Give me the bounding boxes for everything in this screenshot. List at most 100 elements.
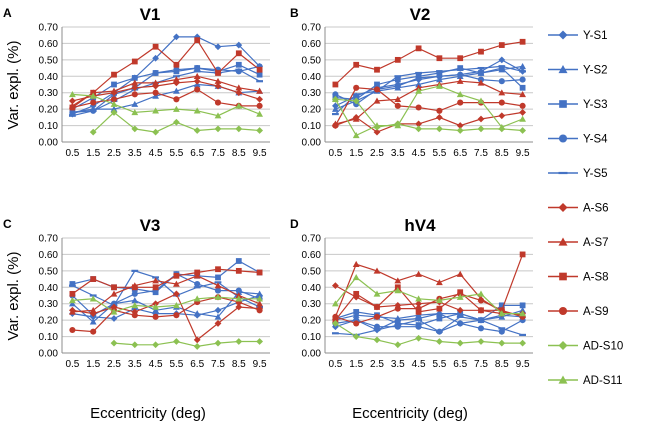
x-tick-label: 2.5 (107, 359, 121, 370)
panel-title: hV4 (404, 216, 436, 235)
series-line-a-s6 (72, 293, 260, 341)
data-point-y-s2 (69, 300, 76, 307)
data-point-y-s4 (69, 109, 76, 116)
data-point-y-s2 (332, 105, 339, 112)
data-point-y-s4 (394, 83, 401, 90)
data-point-ad-s10 (415, 334, 422, 342)
series-line-ad-s11 (334, 276, 523, 315)
data-point-a-s8 (256, 269, 263, 276)
legend-item: A-S6 (548, 203, 609, 215)
series-line-y-s4 (72, 65, 260, 113)
data-point-y-s3 (235, 258, 242, 264)
data-point-a-s8 (519, 38, 526, 45)
x-tick-label: 9.5 (516, 148, 530, 159)
data-point-ad-s11 (477, 290, 485, 297)
series-line-a-s8 (334, 41, 523, 85)
data-point-y-s2 (415, 81, 422, 88)
y-tick-label: 0.60 (39, 250, 59, 261)
data-point-a-s9 (110, 96, 118, 103)
data-point-y-s4 (436, 73, 443, 80)
y-tick-label: 0.00 (39, 349, 59, 360)
data-point-ad-s10 (519, 339, 526, 347)
series-line-y-s5 (334, 65, 523, 115)
data-point-a-s6 (256, 95, 263, 103)
x-tick-label: 4.5 (149, 359, 163, 370)
data-point-ad-s11 (436, 82, 443, 89)
data-point-a-s7 (477, 79, 485, 86)
data-point-y-s1 (152, 54, 159, 62)
data-point-ad-s11 (498, 123, 506, 130)
legend-label: Y-S5 (583, 168, 608, 180)
data-point-ad-s11 (456, 293, 464, 300)
series-line-y-s3 (72, 64, 260, 110)
y-tick-label: 0.00 (39, 138, 59, 149)
series-line-ad-s11 (72, 93, 260, 117)
data-point-a-s6 (477, 115, 485, 123)
series-line-ad-s10 (335, 98, 523, 132)
data-point-ad-s11 (235, 102, 243, 109)
panel-letter: C (3, 217, 12, 231)
legend-label: A-S9 (583, 306, 609, 318)
data-point-ad-s11 (214, 293, 222, 300)
data-point-a-s9 (131, 91, 138, 98)
panel-letter: B (290, 6, 299, 20)
data-point-y-s3 (478, 70, 484, 76)
legend-item: Y-S5 (548, 168, 608, 180)
data-point-y-s2 (89, 318, 97, 325)
legend-item: Y-S3 (548, 99, 608, 111)
data-point-a-s8 (436, 305, 443, 312)
legend-label: Y-S1 (583, 30, 608, 42)
data-point-a-s9 (173, 96, 180, 103)
y-tick-label: 0.70 (302, 234, 322, 245)
data-point-ad-s11 (415, 295, 422, 302)
data-point-ad-s11 (193, 295, 201, 302)
data-point-a-s8 (173, 272, 180, 279)
legend-marker (558, 306, 568, 316)
data-point-a-s6 (214, 320, 222, 327)
legend-label: Y-S3 (583, 99, 608, 111)
data-point-y-s4 (457, 71, 464, 78)
data-point-y-s2 (352, 311, 360, 318)
series-line-y-s2 (72, 291, 260, 323)
x-tick-label: 9.5 (253, 359, 267, 370)
series-line-y-s2 (335, 65, 523, 110)
x-tick-label: 2.5 (370, 148, 384, 159)
y-tick-label: 0.30 (39, 88, 59, 99)
y-tick-label: 0.20 (39, 316, 59, 327)
data-point-ad-s11 (110, 100, 118, 107)
x-tick-label: 6.5 (190, 359, 204, 370)
series-line-a-s6 (335, 285, 523, 315)
panel-letter: D (290, 217, 299, 231)
legend-label: Y-S4 (583, 134, 608, 146)
data-point-a-s6 (152, 82, 159, 90)
data-point-ad-s10 (89, 128, 97, 136)
data-point-a-s8 (235, 267, 242, 274)
data-point-y-s3 (131, 75, 138, 81)
data-point-a-s7 (235, 292, 243, 299)
data-point-y-s3 (215, 274, 221, 281)
data-point-ad-s11 (415, 87, 422, 94)
legend-label: Y-S2 (583, 65, 608, 77)
data-point-ad-s11 (131, 109, 139, 116)
data-point-ad-s11 (256, 110, 263, 117)
x-tick-label: 4.5 (412, 148, 426, 159)
data-point-a-s8 (256, 66, 263, 73)
data-point-ad-s11 (456, 90, 464, 98)
data-point-ad-s11 (131, 301, 139, 309)
data-point-ad-s10 (519, 127, 526, 134)
data-point-ad-s10 (352, 97, 360, 105)
data-point-a-s8 (415, 45, 422, 52)
data-point-a-s9 (457, 99, 464, 106)
x-tick-label: 7.5 (474, 359, 488, 370)
data-point-a-s6 (69, 97, 76, 105)
x-tick-label: 7.5 (211, 359, 225, 370)
data-point-a-s6 (214, 82, 222, 90)
data-point-a-s8 (478, 307, 484, 314)
data-point-a-s9 (519, 102, 526, 109)
series-line-a-s9 (72, 296, 260, 333)
series-line-a-s9 (72, 88, 260, 109)
data-point-y-s2 (152, 306, 159, 314)
data-point-ad-s11 (519, 115, 526, 122)
series-line-a-s9 (335, 293, 523, 325)
